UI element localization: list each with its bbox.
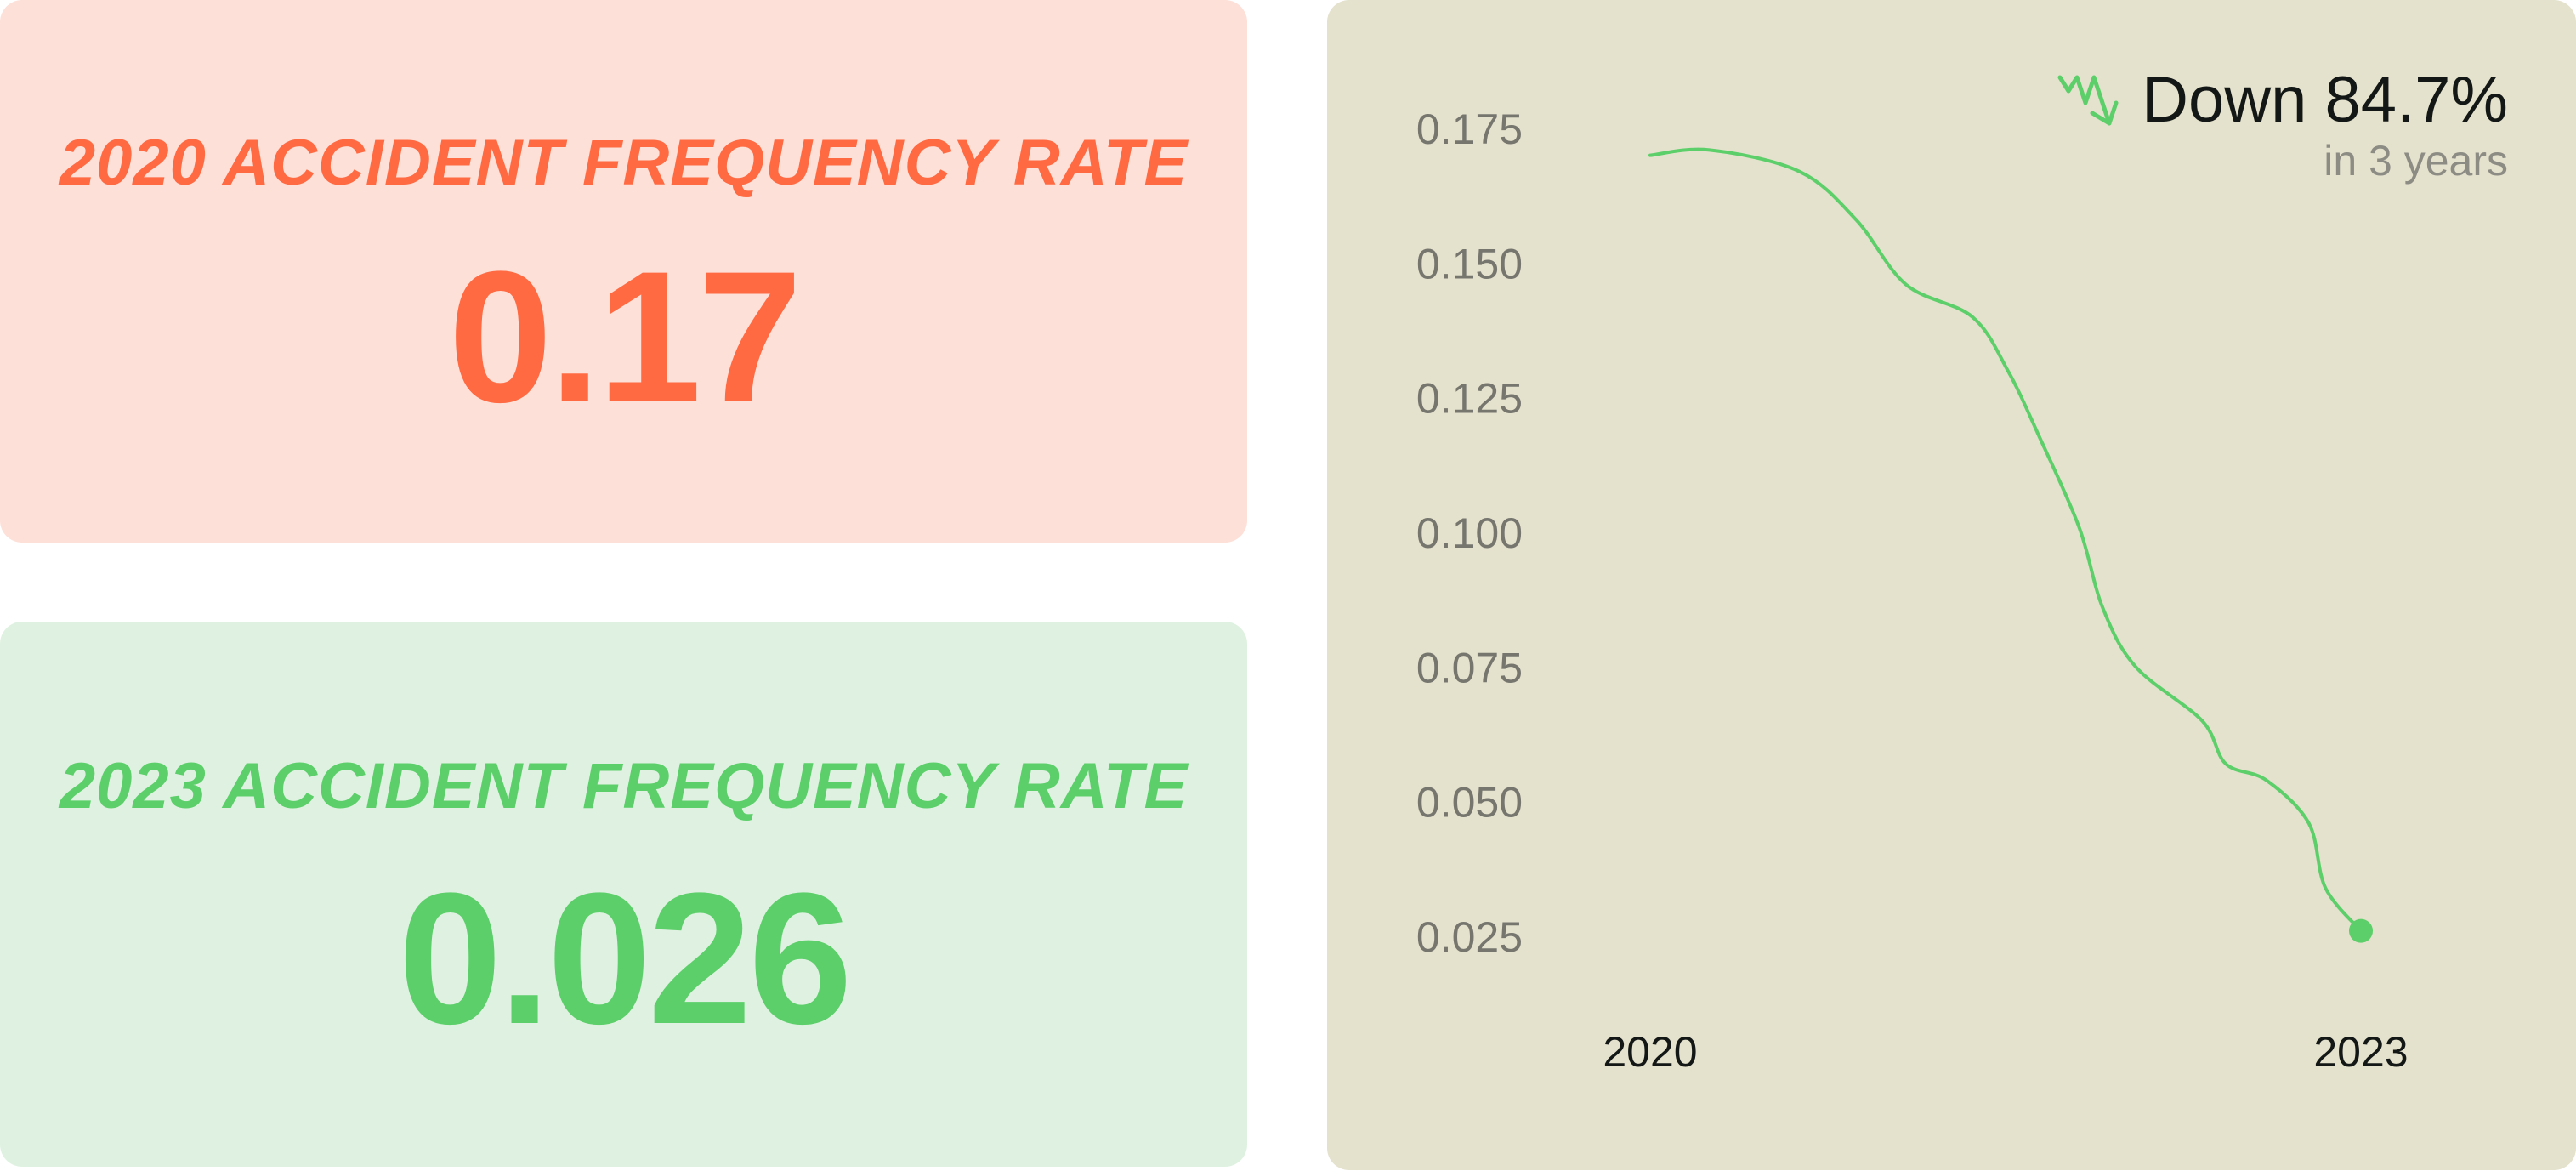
y-tick-label: 0.175 <box>1416 105 1523 153</box>
summary: Down 84.7% in 3 years <box>2057 68 2508 185</box>
chart-panel: 0.175 0.150 0.125 0.100 0.075 0.050 0.025 2020 2… <box>1327 0 2576 1170</box>
card-2023-rate: 2023 ACCIDENT FREQUENCY RATE 0.026 <box>0 622 1247 1167</box>
x-tick-label: 2020 <box>1603 1028 1697 1076</box>
y-tick-label: 0.075 <box>1416 644 1523 691</box>
summary-headline: Down 84.7% <box>2142 64 2508 136</box>
y-tick-label: 0.050 <box>1416 779 1523 827</box>
line-chart: 0.175 0.150 0.125 0.100 0.075 0.050 0.025 2020 2… <box>1416 105 2409 1076</box>
card-2020-rate: 2020 ACCIDENT FREQUENCY RATE 0.17 <box>0 0 1247 543</box>
series-line <box>1648 147 2363 933</box>
y-tick-label: 0.150 <box>1416 240 1523 287</box>
y-tick-label: 0.025 <box>1416 913 1523 961</box>
card-title: 2023 ACCIDENT FREQUENCY RATE <box>59 750 1189 822</box>
card-value: 0.17 <box>448 232 802 441</box>
card-value: 0.026 <box>398 854 853 1063</box>
y-tick-label: 0.100 <box>1416 509 1523 557</box>
trend-down-icon <box>2057 75 2119 126</box>
summary-subline: in 3 years <box>2324 137 2508 185</box>
card-title: 2020 ACCIDENT FREQUENCY RATE <box>59 127 1189 199</box>
x-tick-label: 2023 <box>2313 1028 2408 1076</box>
end-point-marker <box>2349 918 2373 943</box>
y-tick-label: 0.125 <box>1416 375 1523 423</box>
